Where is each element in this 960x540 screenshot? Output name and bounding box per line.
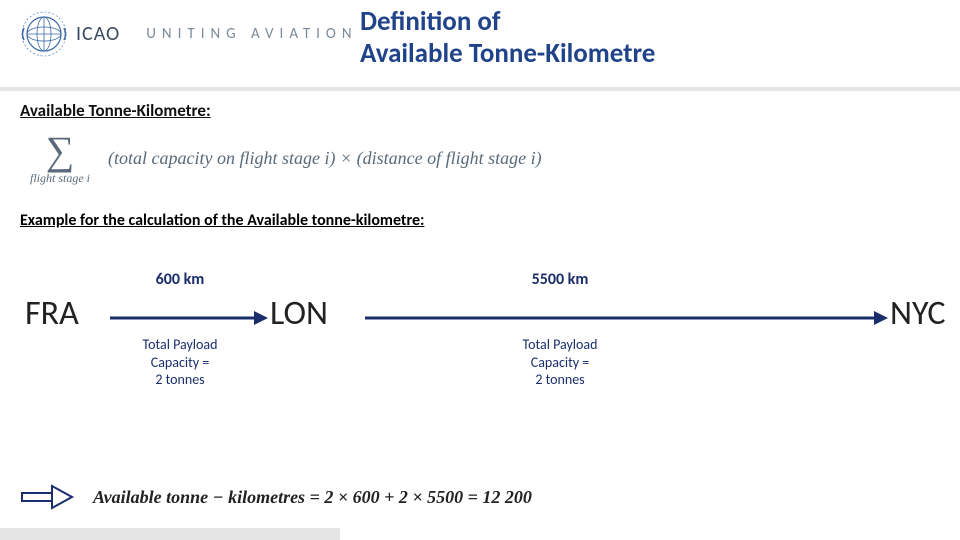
distance-label-1: 600 km (130, 270, 230, 289)
city-nyc: NYC (890, 293, 946, 334)
result-formula: Available tonne − kilometres = 2 × 600 +… (93, 487, 532, 508)
example-heading: Example for the calculation of the Avail… (20, 211, 940, 230)
flight-arrow-1-icon (110, 310, 268, 326)
distance-label-2: 5500 km (510, 270, 610, 289)
logo-area: ICAO UNITING AVIATION (20, 10, 358, 58)
flight-arrow-2-icon (365, 310, 888, 326)
city-fra: FRA (25, 293, 79, 334)
definition-formula: ∑ flight stage i (total capacity on flig… (30, 131, 940, 186)
header: ICAO UNITING AVIATION Definition of Avai… (0, 0, 960, 90)
content: Available Tonne-Kilometre: ∑ flight stag… (20, 100, 940, 378)
payload-label-2: Total PayloadCapacity =2 tonnes (500, 336, 620, 389)
result-row: Available tonne − kilometres = 2 × 600 +… (20, 484, 532, 510)
footer-bar (0, 528, 340, 540)
result-arrow-icon (20, 484, 75, 510)
definition-heading: Available Tonne-Kilometre: (20, 100, 940, 121)
tagline: UNITING AVIATION (146, 25, 357, 43)
sigma-icon: ∑ flight stage i (30, 131, 90, 186)
formula-text: (total capacity on flight stage i) × (di… (108, 148, 542, 169)
title-line-2: Available Tonne-Kilometre (360, 38, 920, 70)
page-title: Definition of Available Tonne-Kilometre (360, 6, 920, 71)
payload-label-1: Total PayloadCapacity =2 tonnes (120, 336, 240, 389)
city-lon: LON (270, 293, 328, 334)
icao-emblem-icon (20, 10, 68, 58)
flight-diagram: FRALONNYC600 km5500 kmTotal PayloadCapac… (20, 248, 940, 378)
header-divider (0, 87, 960, 91)
title-line-1: Definition of (360, 6, 920, 38)
sigma-subscript: flight stage i (30, 171, 90, 186)
org-acronym: ICAO (76, 22, 120, 46)
